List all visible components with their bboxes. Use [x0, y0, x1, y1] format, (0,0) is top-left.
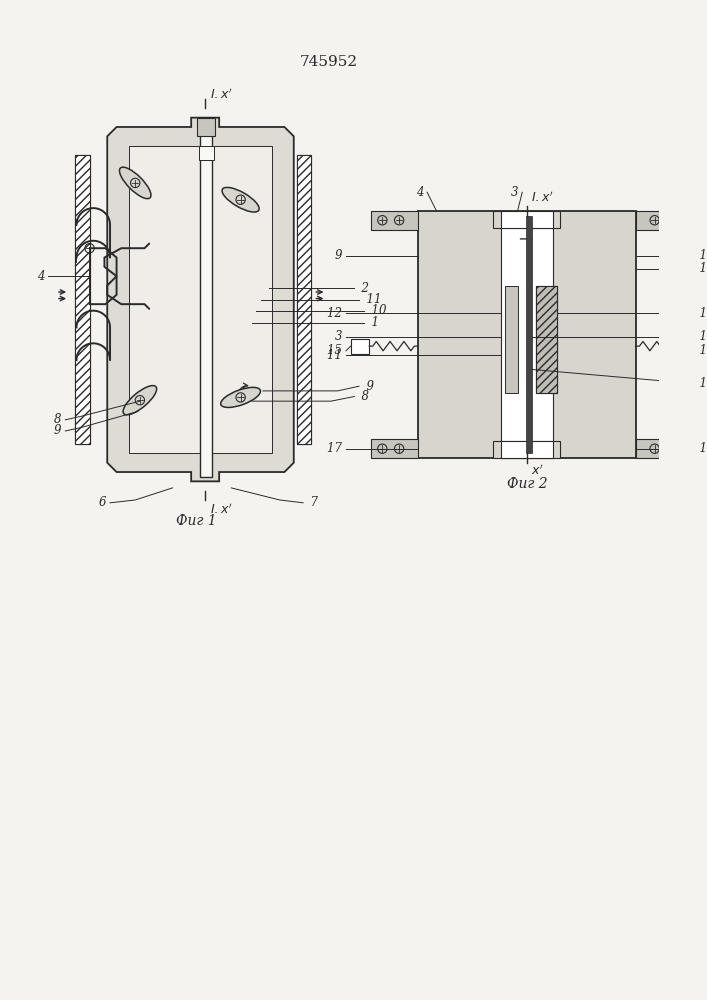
Text: Фиг 2: Фиг 2	[507, 477, 547, 491]
Bar	[296, 155, 312, 444]
Bar	[418, 211, 636, 458]
Text: 16: 16	[692, 377, 707, 390]
Bar	[526, 216, 532, 453]
Text: 2: 2	[354, 282, 369, 295]
Bar	[296, 155, 312, 444]
Bar	[493, 441, 561, 458]
Bar	[536, 286, 556, 393]
Ellipse shape	[119, 167, 151, 199]
Text: 12: 12	[692, 307, 707, 320]
Ellipse shape	[221, 387, 260, 407]
Text: 8: 8	[54, 413, 65, 426]
Text: 8: 8	[354, 390, 369, 403]
Text: $I.x^{\prime}$: $I.x^{\prime}$	[531, 191, 553, 205]
Bar	[536, 286, 556, 393]
Text: 9: 9	[334, 249, 346, 262]
Ellipse shape	[222, 187, 259, 212]
Bar	[505, 286, 518, 393]
Bar	[684, 339, 703, 354]
Bar	[197, 118, 216, 136]
Polygon shape	[129, 146, 272, 453]
Bar	[75, 155, 90, 444]
Text: 7: 7	[303, 496, 318, 509]
Text: 1: 1	[363, 316, 379, 329]
Text: 11: 11	[692, 330, 707, 343]
Bar	[201, 122, 211, 477]
Bar	[75, 155, 90, 444]
Text: 11: 11	[327, 349, 346, 362]
Text: 9: 9	[54, 424, 65, 437]
Bar	[636, 211, 683, 230]
Text: 745952: 745952	[300, 55, 358, 69]
Text: 3: 3	[511, 186, 522, 199]
Text: 4: 4	[416, 186, 427, 199]
Bar	[501, 441, 553, 458]
Text: 3: 3	[334, 330, 346, 343]
Text: 12: 12	[327, 307, 346, 320]
Text: 15: 15	[692, 344, 707, 357]
Polygon shape	[107, 118, 293, 481]
Bar	[501, 211, 553, 458]
Bar	[351, 339, 369, 354]
Text: $I.x^{\prime}$: $I.x^{\prime}$	[210, 502, 232, 517]
Text: 6: 6	[99, 496, 110, 509]
Text: 11: 11	[359, 293, 382, 306]
Text: 13: 13	[692, 262, 707, 275]
Text: Фиг 1: Фиг 1	[175, 514, 216, 528]
Bar	[493, 211, 561, 228]
Text: 10: 10	[692, 249, 707, 262]
Text: 10: 10	[363, 304, 386, 317]
Text: 15: 15	[327, 344, 346, 357]
Text: 4: 4	[37, 270, 49, 283]
Bar	[371, 439, 418, 458]
Bar	[636, 439, 683, 458]
Bar	[199, 146, 214, 160]
Bar	[371, 211, 418, 230]
Bar	[501, 211, 553, 228]
Text: $I.x^{\prime}$: $I.x^{\prime}$	[210, 87, 232, 102]
Ellipse shape	[123, 386, 157, 415]
Text: 17: 17	[327, 442, 346, 455]
Text: $x^{\prime}$: $x^{\prime}$	[531, 464, 543, 478]
Text: 17: 17	[692, 442, 707, 455]
Text: 9: 9	[359, 380, 374, 393]
